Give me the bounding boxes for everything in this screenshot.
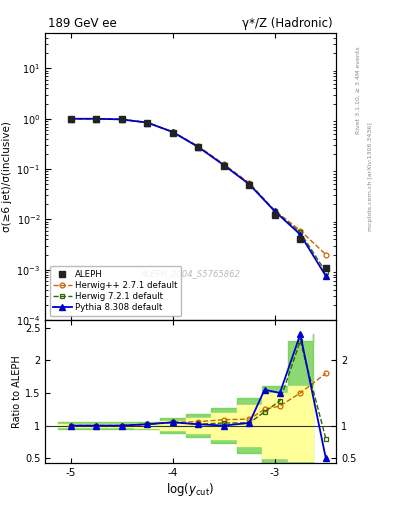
Text: Rivet 3.1.10, ≥ 3.4M events: Rivet 3.1.10, ≥ 3.4M events [355, 47, 360, 135]
Text: γ*/Z (Hadronic): γ*/Z (Hadronic) [242, 17, 333, 30]
Y-axis label: σ(≥6 jet)/σ(inclusive): σ(≥6 jet)/σ(inclusive) [2, 121, 12, 232]
Text: mcplots.cern.ch [arXiv:1306.3436]: mcplots.cern.ch [arXiv:1306.3436] [368, 122, 373, 231]
X-axis label: log($y_{\rm cut}$): log($y_{\rm cut}$) [166, 481, 215, 498]
Text: 189 GeV ee: 189 GeV ee [48, 17, 117, 30]
Text: ALEPH_2004_S5765862: ALEPH_2004_S5765862 [141, 270, 241, 279]
Y-axis label: Ratio to ALEPH: Ratio to ALEPH [12, 355, 22, 428]
Legend: ALEPH, Herwig++ 2.7.1 default, Herwig 7.2.1 default, Pythia 8.308 default: ALEPH, Herwig++ 2.7.1 default, Herwig 7.… [50, 266, 181, 316]
